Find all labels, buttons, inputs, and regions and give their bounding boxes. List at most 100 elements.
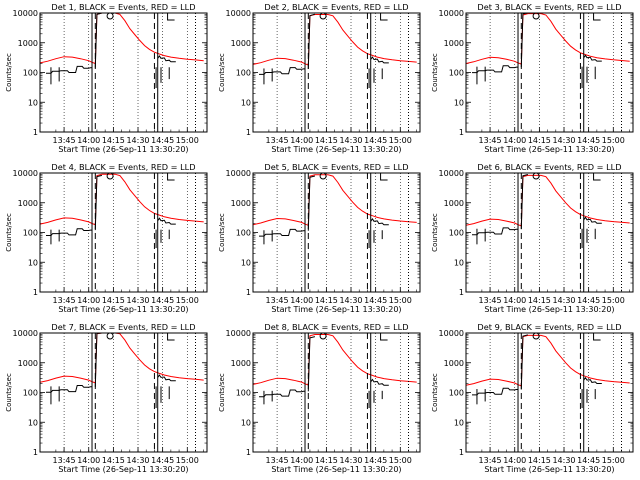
panel-title: Det 6, BLACK = Events, RED = LLD — [477, 162, 621, 172]
lld-line — [40, 333, 204, 384]
x-tick-label: 14:30 — [126, 136, 149, 145]
events-line — [94, 174, 103, 231]
y-tick-label: 10000 — [226, 9, 251, 18]
panel-6: Det 6, BLACK = Events, RED = LLD Counts/s… — [431, 162, 634, 314]
x-tick-label: 13:45 — [266, 296, 289, 305]
y-tick-label: 1 — [33, 288, 38, 297]
y-tick-label: 100 — [449, 69, 464, 78]
events-line — [472, 65, 518, 74]
y-tick-label: 100 — [23, 229, 38, 238]
x-tick-label: 13:45 — [53, 136, 76, 145]
y-tick-label: 100 — [236, 229, 251, 238]
lld-line — [253, 174, 417, 227]
panel-frame — [39, 12, 208, 133]
x-axis-label: Start Time (26-Sep-11 13:30:20) — [58, 145, 188, 154]
x-tick-label: 14:45 — [151, 136, 174, 145]
x-tick-label: 14:30 — [552, 296, 575, 305]
panel-1: Det 1, BLACK = Events, RED = LLD Counts/s… — [5, 2, 208, 154]
x-tick-label: 14:15 — [315, 456, 338, 465]
y-tick-label: 1 — [459, 288, 464, 297]
y-tick-label: 1000 — [18, 199, 38, 208]
marker-circle — [106, 173, 114, 180]
lld-line — [466, 174, 630, 227]
x-tick-label: 14:00 — [503, 456, 526, 465]
x-tick-label: 13:45 — [266, 136, 289, 145]
x-tick-label: 14:30 — [339, 136, 362, 145]
x-tick-label: 13:45 — [53, 456, 76, 465]
x-tick-label: 14:00 — [290, 136, 313, 145]
x-tick-label: 14:45 — [577, 456, 600, 465]
x-tick-label: 14:30 — [339, 456, 362, 465]
x-tick-label: 13:45 — [479, 296, 502, 305]
marker-circle — [106, 13, 114, 20]
plot-area — [253, 333, 417, 452]
panel-3: Det 3, BLACK = Events, RED = LLD Counts/s… — [431, 2, 634, 154]
panel-5: Det 5, BLACK = Events, RED = LLD Counts/s… — [218, 162, 421, 314]
y-tick-label: 1 — [33, 128, 38, 137]
panel-2: Det 2, BLACK = Events, RED = LLD Counts/s… — [218, 2, 421, 154]
events-line — [94, 333, 102, 387]
x-tick-label: 14:15 — [102, 136, 125, 145]
x-axis-label: Start Time (26-Sep-11 13:30:20) — [484, 465, 614, 474]
events-line — [307, 336, 316, 392]
y-tick-label: 10 — [28, 418, 38, 427]
y-axis-label: Counts/sec — [5, 373, 13, 412]
y-axis-label: Counts/sec — [5, 213, 13, 252]
x-tick-label: 14:45 — [577, 136, 600, 145]
x-tick-label: 15:00 — [389, 136, 412, 145]
y-tick-label: 1 — [246, 128, 251, 137]
x-tick-label: 14:30 — [552, 136, 575, 145]
events-line — [583, 216, 602, 224]
x-tick-label: 14:30 — [339, 296, 362, 305]
x-tick-label: 14:00 — [77, 296, 100, 305]
x-tick-label: 14:00 — [290, 456, 313, 465]
x-tick-label: 14:45 — [364, 136, 387, 145]
plot-area — [466, 333, 630, 452]
y-tick-label: 1 — [246, 288, 251, 297]
y-tick-label: 1 — [246, 448, 251, 457]
x-tick-label: 15:00 — [602, 456, 625, 465]
events-line — [307, 175, 316, 231]
plot-area — [466, 13, 630, 132]
y-tick-label: 1000 — [444, 39, 464, 48]
y-tick-label: 1000 — [444, 359, 464, 368]
x-tick-label: 14:15 — [102, 296, 125, 305]
marker-step — [593, 333, 601, 341]
y-tick-label: 10 — [454, 258, 464, 267]
y-tick-label: 10 — [28, 258, 38, 267]
x-axis-label: Start Time (26-Sep-11 13:30:20) — [271, 305, 401, 314]
events-line — [157, 374, 176, 382]
events-line — [583, 54, 602, 62]
x-tick-label: 14:15 — [102, 456, 125, 465]
y-tick-label: 100 — [236, 69, 251, 78]
marker-step — [380, 333, 388, 341]
x-axis-label: Start Time (26-Sep-11 13:30:20) — [58, 465, 188, 474]
x-tick-label: 14:15 — [528, 136, 551, 145]
marker-circle — [106, 333, 114, 340]
panel-7: Det 7, BLACK = Events, RED = LLD Counts/s… — [5, 322, 208, 474]
y-tick-label: 1000 — [231, 39, 251, 48]
marker-step — [167, 13, 175, 21]
marker-step — [167, 173, 175, 181]
panel-8: Det 8, BLACK = Events, RED = LLD Counts/s… — [218, 322, 421, 474]
x-tick-label: 15:00 — [602, 136, 625, 145]
lld-line — [466, 334, 630, 387]
y-tick-label: 10 — [28, 98, 38, 107]
marker-step — [380, 173, 388, 181]
y-tick-label: 100 — [449, 389, 464, 398]
marker-step — [593, 13, 601, 21]
panel-9: Det 9, BLACK = Events, RED = LLD Counts/s… — [431, 322, 634, 474]
events-line — [157, 217, 176, 225]
x-tick-label: 13:45 — [53, 296, 76, 305]
plot-area — [40, 173, 204, 292]
panel-title: Det 2, BLACK = Events, RED = LLD — [264, 2, 408, 12]
panels-layer: Det 1, BLACK = Events, RED = LLD Counts/s… — [5, 2, 634, 474]
y-axis-label: Counts/sec — [431, 53, 439, 92]
panel-frame — [39, 172, 208, 293]
x-axis-label: Start Time (26-Sep-11 13:30:20) — [58, 305, 188, 314]
x-axis-label: Start Time (26-Sep-11 13:30:20) — [271, 465, 401, 474]
marker-step — [167, 333, 175, 341]
panel-title: Det 1, BLACK = Events, RED = LLD — [51, 2, 195, 12]
panel-frame — [252, 172, 421, 293]
